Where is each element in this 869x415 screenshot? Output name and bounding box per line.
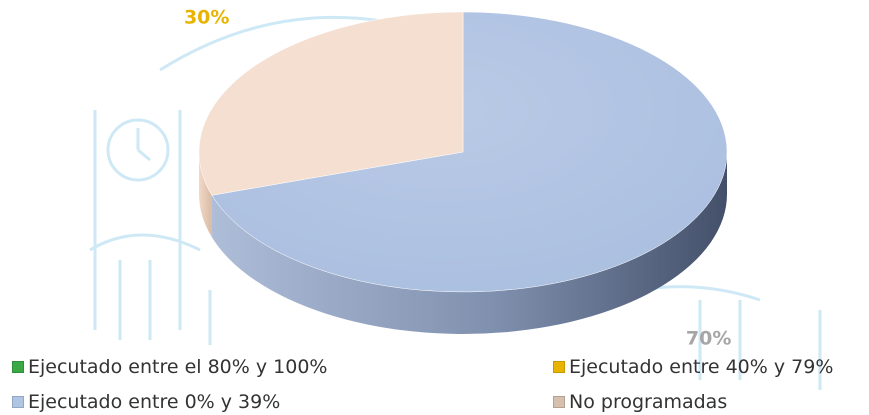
legend-label: Ejecutado entre el 80% y 100%	[28, 356, 328, 378]
data-label-2: 70%	[686, 328, 731, 350]
legend-marker-icon	[12, 361, 24, 373]
legend-label: Ejecutado entre 40% y 79%	[569, 356, 834, 378]
pie-side-2	[211, 152, 727, 335]
legend-label: No programadas	[569, 391, 728, 413]
legend-marker-icon	[553, 361, 565, 373]
pie-slice-2	[211, 11, 728, 293]
pie-slice-1	[198, 11, 464, 196]
legend-label: Ejecutado entre 0% y 39%	[28, 391, 281, 413]
legend-item-no-programadas: No programadas	[553, 391, 727, 413]
legend-item-ejecutado-40-79: Ejecutado entre 40% y 79%	[553, 356, 833, 378]
pie-side-1	[199, 152, 212, 238]
legend-marker-icon	[553, 396, 565, 408]
legend-marker-icon	[12, 396, 24, 408]
data-label-1: 30%	[184, 6, 229, 28]
legend-item-ejecutado-0-39: Ejecutado entre 0% y 39%	[12, 391, 280, 413]
legend-item-ejecutado-80-100: Ejecutado entre el 80% y 100%	[12, 356, 327, 378]
